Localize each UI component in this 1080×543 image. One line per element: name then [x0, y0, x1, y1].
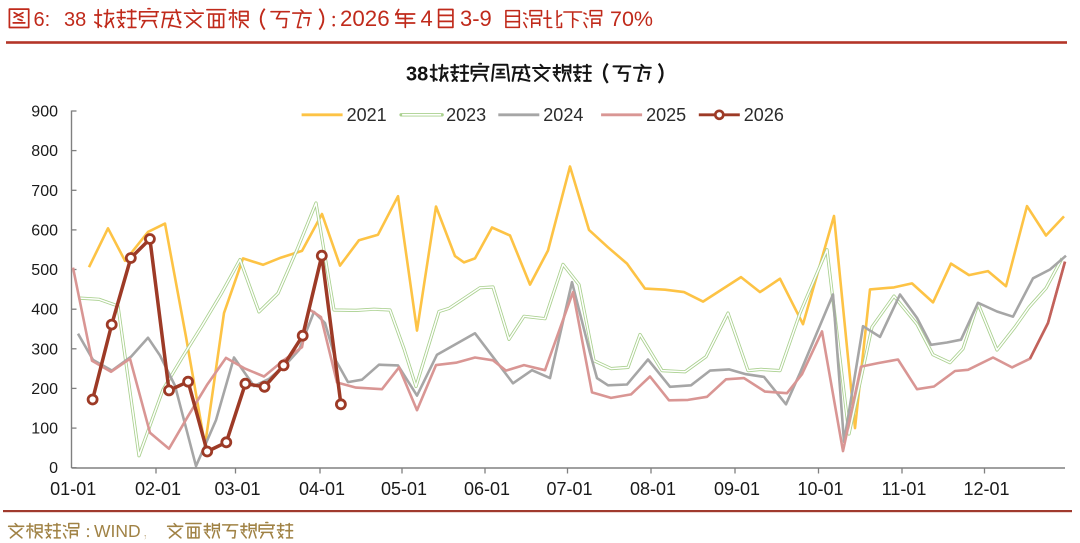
svg-text:800: 800 [31, 143, 58, 160]
svg-text:38: 38 [64, 9, 86, 31]
svg-text:01-01: 01-01 [50, 479, 96, 499]
svg-text:700: 700 [31, 183, 58, 200]
svg-text:4: 4 [421, 6, 433, 31]
svg-text:02-01: 02-01 [135, 479, 181, 499]
svg-text:2024: 2024 [543, 105, 583, 125]
svg-text:70%: 70% [610, 7, 653, 31]
svg-text:2025: 2025 [646, 105, 686, 125]
svg-text:6:: 6: [34, 9, 51, 31]
svg-text:900: 900 [31, 104, 58, 121]
svg-text:2021: 2021 [347, 105, 387, 125]
svg-text:600: 600 [31, 222, 58, 239]
svg-text:09-01: 09-01 [714, 479, 760, 499]
svg-text:400: 400 [31, 302, 58, 319]
svg-text:03-01: 03-01 [214, 479, 260, 499]
svg-text:0: 0 [49, 460, 58, 477]
svg-text:11-01: 11-01 [882, 479, 927, 499]
svg-text:200: 200 [31, 381, 58, 398]
svg-text:10-01: 10-01 [797, 479, 843, 499]
svg-text:500: 500 [31, 262, 58, 279]
svg-text:06-01: 06-01 [464, 479, 510, 499]
svg-text:04-01: 04-01 [299, 479, 345, 499]
svg-text:38: 38 [406, 64, 428, 86]
svg-text:08-01: 08-01 [630, 479, 676, 499]
svg-text:3-9: 3-9 [460, 6, 492, 31]
svg-text:05-01: 05-01 [381, 479, 427, 499]
svg-text:07-01: 07-01 [546, 479, 592, 499]
svg-text:2026: 2026 [340, 6, 390, 31]
svg-text:300: 300 [31, 341, 58, 358]
svg-text:100: 100 [31, 421, 58, 438]
svg-text:WIND: WIND [94, 521, 141, 541]
svg-text:2023: 2023 [446, 105, 486, 125]
svg-text:12-01: 12-01 [963, 479, 1009, 499]
svg-text:2026: 2026 [744, 105, 784, 125]
